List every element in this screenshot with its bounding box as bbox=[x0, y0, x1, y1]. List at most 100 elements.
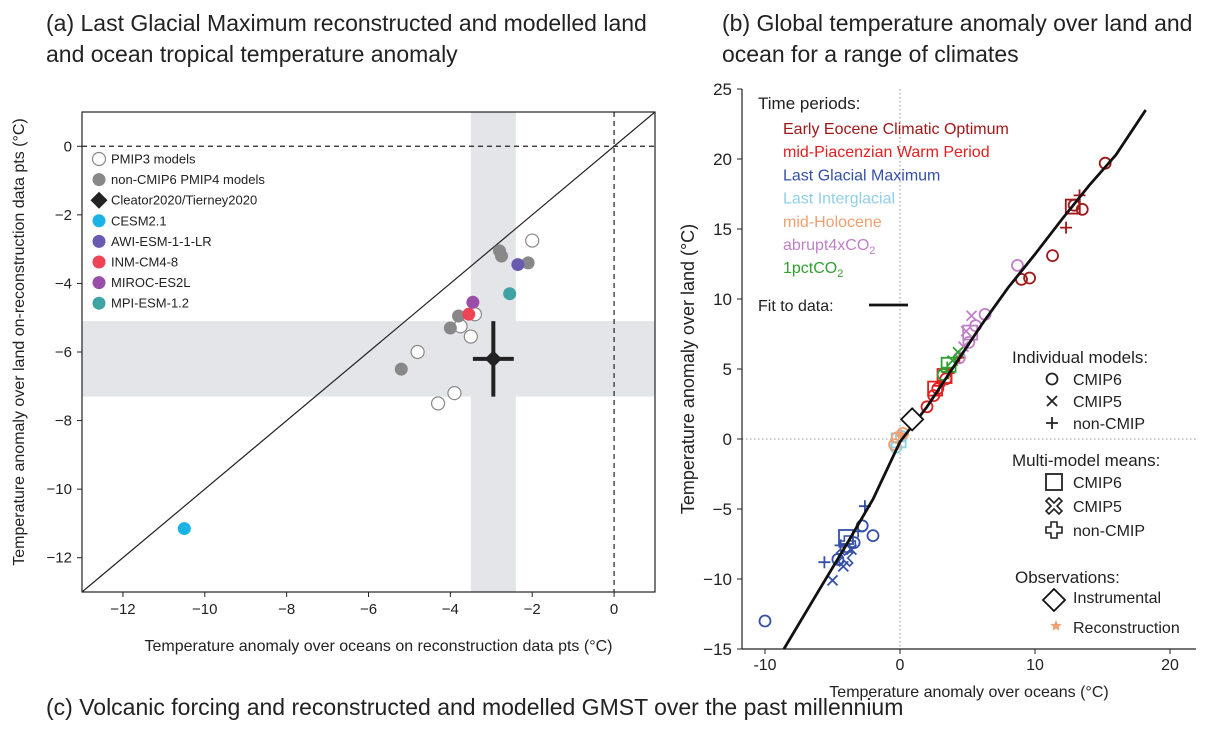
x-axis-label-a: Temperature anomaly over oceans on recon… bbox=[145, 638, 613, 655]
data-point-miroc-es2l bbox=[466, 295, 480, 309]
legend-period-label: Last Interglacial bbox=[783, 191, 895, 208]
y-tick-label-b: 10 bbox=[713, 290, 732, 309]
data-point-pmip3-models bbox=[463, 329, 478, 344]
legend-label-a: Cleator2020/Tierney2020 bbox=[111, 193, 257, 208]
observation-label: Instrumental bbox=[1073, 590, 1161, 607]
x-tick-label-a: 0 bbox=[610, 601, 618, 618]
y-tick-label-a: −2 bbox=[55, 207, 72, 224]
legend-marker-a bbox=[92, 214, 106, 228]
x-tick-label-a: −12 bbox=[110, 601, 135, 618]
legend-label-a: CESM2.1 bbox=[111, 213, 167, 228]
x-tick-label-a: −4 bbox=[442, 601, 459, 618]
one-to-one-line bbox=[81, 111, 656, 593]
individual-model-label: CMIP6 bbox=[1073, 372, 1122, 389]
point-last-glacial-maximum bbox=[826, 574, 839, 587]
data-point-non-cmip6-pmip4-models bbox=[521, 256, 535, 270]
legend-fat-cross-marker bbox=[1044, 496, 1064, 516]
point-abrupt4xco2 bbox=[965, 310, 978, 322]
y-tick-label-b: 20 bbox=[713, 150, 732, 169]
x-tick-label-b: 0 bbox=[896, 657, 905, 674]
point-early-eocene-climatic-optimum bbox=[1023, 271, 1036, 285]
legend-fat-plus-marker bbox=[1045, 521, 1063, 539]
fit-legend-label: Fit to data: bbox=[758, 298, 834, 315]
legend-marker-a bbox=[92, 255, 106, 269]
data-point-pmip3-models bbox=[430, 396, 446, 411]
legend-plus-marker bbox=[1046, 417, 1058, 429]
point-early-eocene-climatic-optimum bbox=[1046, 249, 1059, 263]
data-point-pmip3-models bbox=[410, 344, 425, 360]
point-abrupt4xco2 bbox=[962, 335, 976, 349]
legend-marker-a bbox=[92, 276, 106, 290]
legend-period-label: mid-Piacenzian Warm Period bbox=[783, 144, 990, 161]
x-tick-label-a: −10 bbox=[192, 601, 217, 618]
data-point-cleator2020-tierney2020 bbox=[484, 350, 502, 368]
legend-marker-a bbox=[92, 234, 106, 248]
shaded-range-y bbox=[82, 321, 655, 397]
legend-period-label: Early Eocene Climatic Optimum bbox=[783, 121, 1009, 138]
data-point-mpi-esm-1-2 bbox=[503, 287, 517, 301]
x-tick-label-a: −6 bbox=[360, 601, 377, 618]
y-tick-label-b: 0 bbox=[723, 430, 732, 449]
y-tick-label-b: −15 bbox=[703, 640, 732, 659]
legend-cross-marker bbox=[1046, 395, 1058, 407]
legend-period-label: mid-Holocene bbox=[783, 214, 882, 231]
legend-period-label: 1pctCO2 bbox=[783, 260, 843, 280]
point-last-glacial-maximum bbox=[758, 614, 772, 628]
individual-model-label: non-CMIP bbox=[1073, 416, 1145, 433]
y-axis-label-b: Temperature anomaly over land (°C) bbox=[678, 224, 698, 514]
point-last-glacial-maximum bbox=[866, 529, 880, 542]
x-tick-label-a: −2 bbox=[524, 601, 541, 618]
x-axis-label-b: Temperature anomaly over oceans (°C) bbox=[829, 684, 1108, 701]
y-tick-label-a: −12 bbox=[47, 550, 72, 567]
legend-marker-a bbox=[92, 296, 106, 310]
data-point-non-cmip6-pmip4-models bbox=[452, 309, 466, 323]
y-tick-label-a: −10 bbox=[47, 481, 72, 498]
legend-label-a: MIROC-ES2L bbox=[111, 275, 190, 290]
multi-model-title: Multi-model means: bbox=[1012, 451, 1160, 470]
data-point-inm-cm4-8 bbox=[462, 307, 476, 321]
point-early-eocene-climatic-optimum bbox=[1060, 221, 1073, 234]
legend-marker-a bbox=[92, 173, 106, 187]
mean-early-eocene-climatic-optimum bbox=[1064, 198, 1081, 215]
y-tick-label-b: 15 bbox=[713, 220, 732, 239]
legend-label-a: AWI-ESM-1-1-LR bbox=[111, 234, 212, 249]
individual-model-label: CMIP5 bbox=[1073, 394, 1122, 411]
x-tick-label-b: -10 bbox=[753, 657, 776, 674]
legend-label-a: PMIP3 models bbox=[111, 152, 196, 167]
data-point-cesm2-1 bbox=[177, 522, 191, 536]
y-tick-label-b: 5 bbox=[723, 360, 732, 379]
x-tick-label-a: −8 bbox=[278, 601, 295, 618]
instrumental-point bbox=[899, 407, 925, 432]
y-tick-label-a: −6 bbox=[55, 344, 72, 361]
panel-a-title: (a) Last Glacial Maximum reconstructed a… bbox=[46, 10, 647, 67]
legend-label-a: INM-CM4-8 bbox=[111, 255, 178, 270]
y-tick-label-a: −8 bbox=[55, 413, 72, 430]
x-tick-label-b: 10 bbox=[1026, 657, 1044, 674]
observations-title: Observations: bbox=[1015, 568, 1120, 587]
legend-circle-marker bbox=[1045, 372, 1059, 386]
mean-last-glacial-maximum bbox=[838, 535, 857, 553]
y-tick-label-b: −5 bbox=[713, 500, 732, 519]
point-mid-piacenzian-warm-period bbox=[920, 400, 934, 414]
observation-label: Reconstruction bbox=[1073, 620, 1180, 637]
data-point-non-cmip6-pmip4-models bbox=[443, 321, 457, 335]
legend-period-label: abrupt4xCO2 bbox=[783, 237, 875, 257]
legend-title-b: Time periods: bbox=[758, 94, 860, 113]
individual-models-title: Individual models: bbox=[1012, 348, 1148, 367]
y-tick-label-b: 25 bbox=[713, 80, 732, 99]
legend-diamond-marker bbox=[1041, 587, 1067, 613]
data-point-non-cmip6-pmip4-models bbox=[495, 249, 509, 263]
x-tick-label-b: 20 bbox=[1161, 657, 1179, 674]
point-abrupt4xco2 bbox=[1011, 258, 1024, 272]
data-point-non-cmip6-pmip4-models bbox=[394, 362, 408, 376]
multi-model-label: non-CMIP bbox=[1073, 523, 1145, 540]
data-point-pmip3-models bbox=[447, 386, 462, 401]
legend-star-marker bbox=[1050, 620, 1062, 631]
multi-model-label: CMIP6 bbox=[1073, 475, 1122, 492]
multi-model-label: CMIP5 bbox=[1073, 499, 1122, 516]
reconstruction-mid-holocene bbox=[895, 428, 908, 440]
point-last-glacial-maximum bbox=[818, 556, 831, 569]
legend-label-a: non-CMIP6 PMIP4 models bbox=[111, 172, 265, 187]
